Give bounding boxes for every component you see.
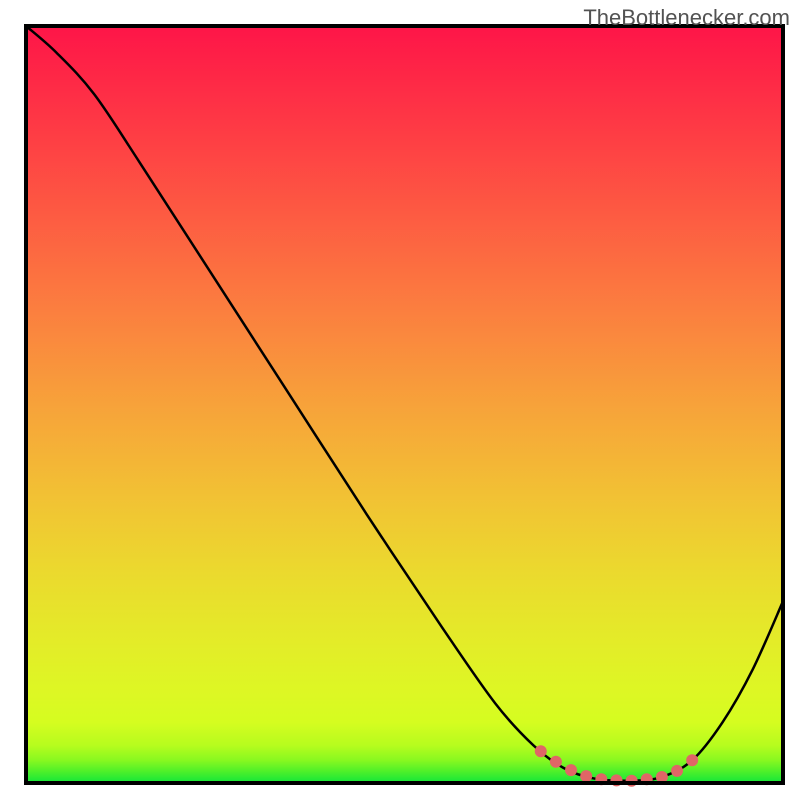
plot-background xyxy=(26,26,783,783)
chart-container: TheBottlenecker.com xyxy=(0,0,800,800)
marker-point xyxy=(535,745,547,757)
marker-point xyxy=(580,770,592,782)
marker-point xyxy=(550,756,562,768)
marker-point xyxy=(671,765,683,777)
bottleneck-chart xyxy=(0,0,800,800)
marker-point xyxy=(686,754,698,766)
watermark: TheBottlenecker.com xyxy=(583,5,790,31)
marker-point xyxy=(565,764,577,776)
